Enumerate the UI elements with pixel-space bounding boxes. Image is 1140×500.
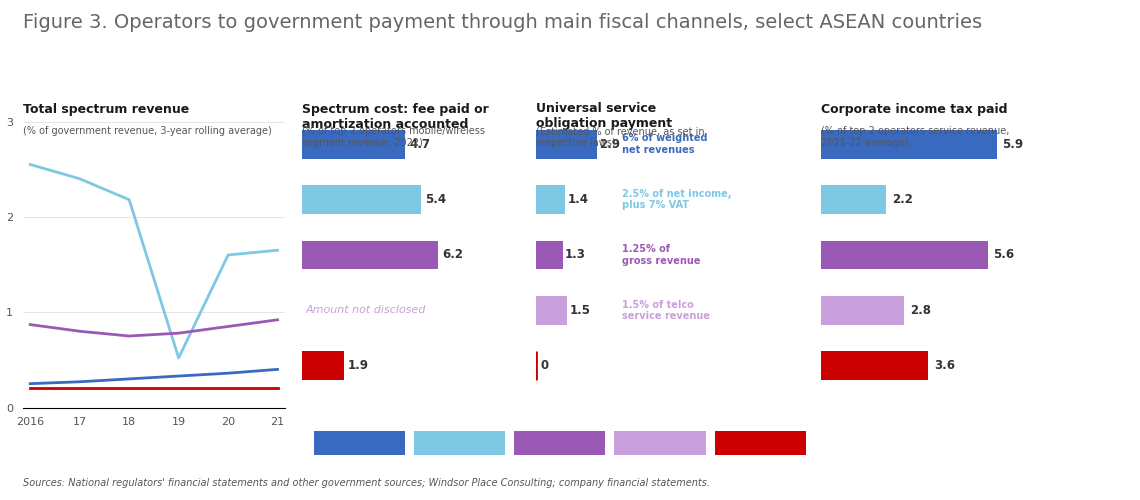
Bar (536, 185, 565, 214)
Text: 3.6: 3.6 (934, 360, 955, 372)
Text: Viet Nam: Viet Nam (629, 436, 691, 449)
Text: Sources: National regulators' financial statements and other government sources;: Sources: National regulators' financial … (23, 478, 710, 488)
Text: Amount not disclosed: Amount not disclosed (306, 306, 426, 316)
Bar (536, 296, 568, 325)
Bar (536, 130, 596, 158)
Text: 6.2: 6.2 (442, 248, 463, 262)
Bar (821, 296, 904, 325)
Text: 4.7: 4.7 (409, 138, 431, 150)
Text: (% of top 2 operators mobile/wireless
segment revenue, 2022): (% of top 2 operators mobile/wireless se… (302, 126, 486, 148)
Text: 1.25% of
gross revenue: 1.25% of gross revenue (622, 244, 700, 266)
Bar (821, 185, 887, 214)
Text: 1.3: 1.3 (565, 248, 586, 262)
Text: (% of top 2 operators service revenue,
2021-22 average): (% of top 2 operators service revenue, 2… (821, 126, 1009, 148)
Text: 1.9: 1.9 (348, 360, 369, 372)
Text: 0: 0 (540, 360, 548, 372)
Text: (Estimated % of revenue, as set in
respective laws): (Estimated % of revenue, as set in respe… (536, 126, 705, 148)
Text: 5.9: 5.9 (1002, 138, 1024, 150)
Bar (302, 240, 438, 270)
Text: Universal service
obligation payment: Universal service obligation payment (536, 102, 671, 130)
Text: Figure 3. Operators to government payment through main fiscal channels, select A: Figure 3. Operators to government paymen… (23, 12, 982, 32)
Bar (821, 240, 988, 270)
Text: 6% of weighted
net revenues: 6% of weighted net revenues (622, 134, 708, 155)
Text: Indonesia: Indonesia (528, 436, 592, 449)
Bar (821, 352, 928, 380)
Bar (302, 130, 406, 158)
Text: Government SUF /
auction revenue: Government SUF / auction revenue (83, 61, 225, 92)
Text: Total spectrum revenue: Total spectrum revenue (23, 102, 189, 116)
Text: 2.9: 2.9 (598, 138, 620, 150)
Text: Corporate income tax paid: Corporate income tax paid (821, 102, 1008, 116)
Text: Philippines: Philippines (724, 436, 797, 449)
Bar (302, 185, 421, 214)
Text: 5.6: 5.6 (993, 248, 1015, 262)
Text: Spectrum cost: fee paid or
amortization accounted: Spectrum cost: fee paid or amortization … (302, 102, 489, 130)
Text: Thailand: Thailand (431, 436, 488, 449)
Text: 1.5% of telco
service revenue: 1.5% of telco service revenue (622, 300, 710, 322)
Text: 1.4: 1.4 (568, 193, 588, 206)
Bar (821, 130, 996, 158)
Text: Operators’ payment to governments: Operators’ payment to governments (555, 68, 870, 84)
Text: 2.5% of net income,
plus 7% VAT: 2.5% of net income, plus 7% VAT (622, 188, 732, 210)
Text: 2.8: 2.8 (910, 304, 931, 317)
Bar (536, 240, 563, 270)
Bar (302, 352, 344, 380)
Text: 2.2: 2.2 (891, 193, 913, 206)
Text: 5.4: 5.4 (425, 193, 446, 206)
Text: Malaysia: Malaysia (331, 436, 388, 449)
Text: (% of government revenue, 3-year rolling average): (% of government revenue, 3-year rolling… (23, 126, 271, 136)
Text: 1.5: 1.5 (569, 304, 591, 317)
